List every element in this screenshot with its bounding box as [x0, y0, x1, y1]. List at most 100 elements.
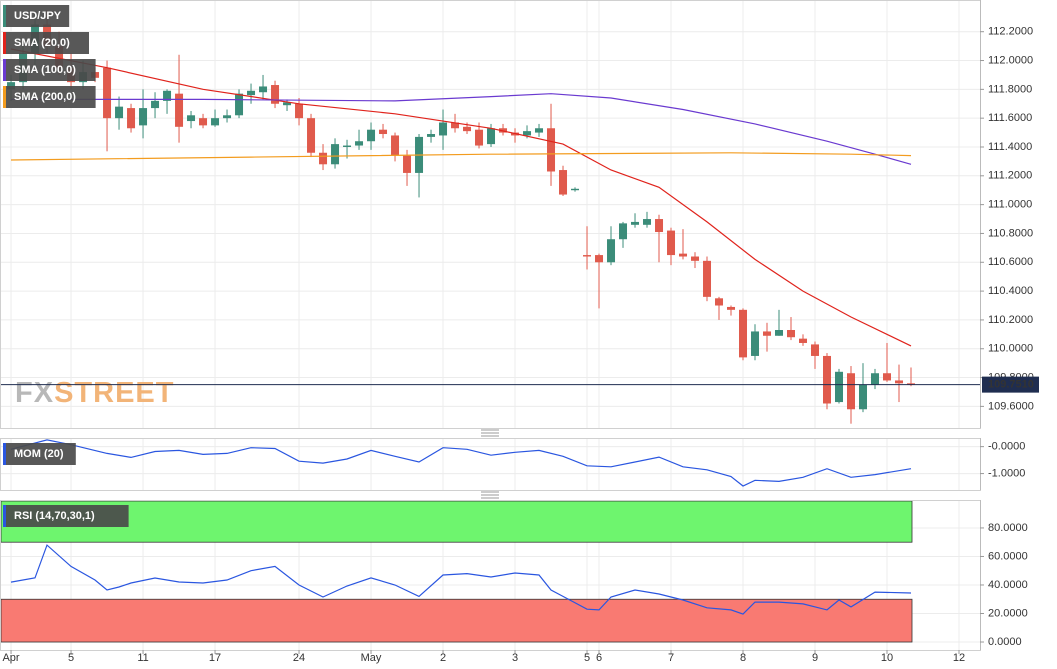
series-line	[10, 439, 912, 487]
x-tick-label: 9	[812, 652, 818, 664]
candle-body	[115, 106, 124, 119]
y-tick-label: 0.0000	[988, 636, 1022, 648]
x-tick-label: 6	[596, 652, 602, 664]
y-tick-label: 111.8000	[988, 83, 1032, 95]
y-tick-label: -1.0000	[988, 467, 1025, 479]
x-tick-label: 2	[440, 652, 446, 664]
x-tick-label: 5	[584, 652, 590, 664]
legend-swatch	[3, 5, 6, 27]
candle-body	[895, 380, 904, 384]
candle-body	[619, 223, 628, 240]
candle-body	[307, 118, 316, 153]
x-tick-label: 5	[68, 652, 74, 664]
candle-body	[379, 129, 388, 135]
y-tick-label: 110.0000	[988, 343, 1033, 355]
candle-body	[175, 93, 184, 127]
legend-swatch	[3, 59, 6, 81]
candle-body	[259, 86, 268, 93]
legend-box[interactable]	[3, 505, 129, 527]
candle-body	[403, 155, 412, 173]
watermark-fx: FX	[15, 377, 54, 409]
x-tick-label: 11	[137, 652, 148, 664]
splitter[interactable]	[481, 491, 499, 499]
legend-label: SMA (20,0)	[14, 37, 70, 49]
candle-body	[823, 355, 832, 404]
candle-body	[319, 152, 328, 165]
candle-body	[331, 144, 340, 165]
candle-body	[523, 131, 532, 136]
y-tick-label: 110.6000	[988, 256, 1033, 268]
y-tick-label: 110.2000	[988, 314, 1033, 326]
candle-body	[835, 371, 844, 403]
candle-body	[559, 170, 568, 195]
candle-body	[463, 126, 472, 132]
current-price-box	[982, 376, 1039, 393]
candle-body	[715, 298, 724, 306]
current-price-label: 109.7510	[988, 379, 1034, 391]
candle-body	[427, 134, 436, 137]
candle-body	[127, 108, 136, 129]
legend-label: RSI (14,70,30,1)	[14, 510, 95, 522]
candle-body	[103, 67, 112, 119]
y-tick-label: 111.0000	[988, 199, 1032, 211]
y-tick-label: 40.0000	[988, 579, 1028, 591]
candle-body	[7, 82, 16, 90]
candle-body	[751, 331, 760, 356]
legend-box[interactable]	[3, 443, 76, 465]
legend-box[interactable]	[3, 86, 96, 108]
candle-body	[691, 256, 700, 261]
candle-body	[739, 309, 748, 358]
candle-body	[595, 255, 604, 263]
candle-body	[187, 115, 196, 122]
splitter[interactable]	[481, 429, 499, 437]
legend-label: SMA (200,0)	[14, 91, 76, 103]
legend-layer: USD/JPY SMA (20,0) SMA (100,0) SMA (200,0) M…	[3, 5, 129, 527]
candle-body	[679, 253, 688, 257]
legend-box[interactable]	[3, 32, 89, 54]
x-tick-label: 3	[512, 652, 518, 664]
candle-body	[283, 102, 292, 106]
legend-swatch	[3, 86, 6, 108]
overbought-zone	[0, 500, 913, 543]
x-tick-label: 7	[668, 652, 674, 664]
x-tick-label: 12	[953, 652, 965, 664]
candle-body	[847, 373, 856, 410]
candle-body	[631, 221, 640, 225]
watermark-street: STREET	[54, 377, 174, 409]
legend-swatch	[3, 443, 6, 465]
series-line	[10, 48, 912, 347]
candle-body	[271, 85, 280, 104]
candle-body	[439, 122, 448, 136]
band-layer	[0, 500, 913, 643]
y-tick-label: 80.0000	[988, 522, 1028, 534]
legend-swatch	[3, 505, 6, 527]
candle-body	[223, 115, 232, 119]
candle-body	[643, 219, 652, 225]
legend-box[interactable]	[3, 5, 70, 27]
y-tick-label: 20.0000	[988, 607, 1028, 619]
candle-body	[235, 93, 244, 116]
y-tick-label: 110.4000	[988, 285, 1033, 297]
series-line	[11, 93, 912, 165]
candle-body	[883, 373, 892, 381]
legend-label: USD/JPY	[14, 10, 62, 22]
y-tick-label: 111.2000	[988, 170, 1032, 182]
candle-body	[811, 344, 820, 356]
x-tick-label: 24	[293, 652, 305, 664]
axis-layer: 109.6000109.8000110.0000110.2000110.4000…	[0, 0, 1039, 664]
y-tick-label: 112.2000	[988, 26, 1033, 38]
x-tick-label: May	[361, 652, 382, 664]
x-tick-label: 17	[209, 652, 221, 664]
candle-body	[787, 330, 796, 338]
oversold-zone	[0, 598, 913, 643]
candle-body	[355, 141, 364, 146]
legend-box[interactable]	[3, 59, 96, 81]
x-tick-label: 8	[740, 652, 746, 664]
candle-body	[475, 129, 484, 146]
candle-body	[907, 383, 916, 385]
series-line	[10, 152, 912, 161]
y-tick-label: 111.4000	[988, 141, 1032, 153]
watermark: FXSTREET	[15, 377, 174, 409]
